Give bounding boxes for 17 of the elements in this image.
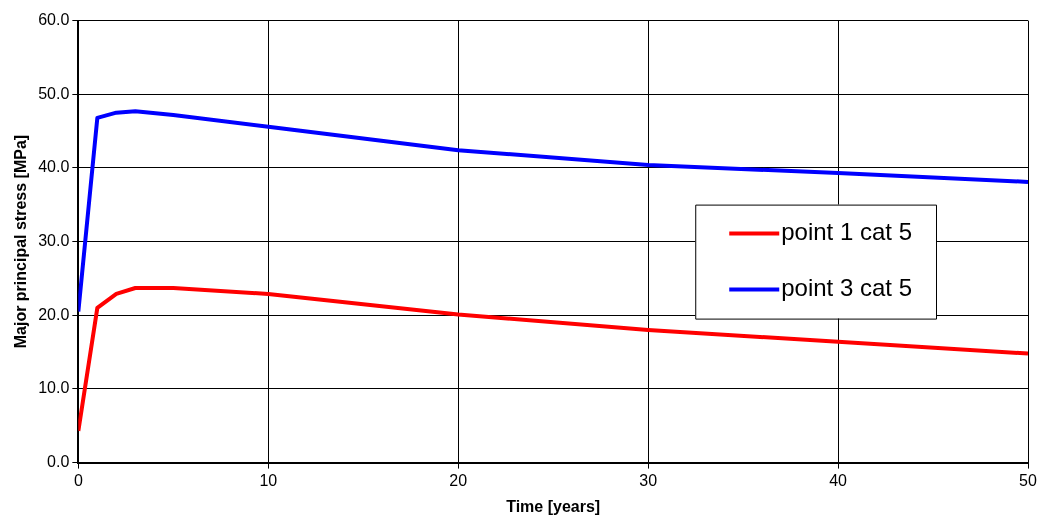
- y-tick-label: 20.0: [38, 305, 70, 323]
- legend-label: point 1 cat 5: [781, 218, 913, 246]
- x-tick-label: 0: [73, 471, 83, 489]
- y-tick-label: 0.0: [47, 453, 70, 471]
- x-tick-label: 30: [639, 471, 658, 489]
- x-tick-label: 40: [829, 471, 848, 489]
- x-tick-label: 10: [259, 471, 278, 489]
- y-axis-title: Major principal stress [MPa]: [12, 134, 30, 349]
- legend-label: point 3 cat 5: [781, 274, 913, 302]
- x-tick-label: 20: [449, 471, 468, 489]
- x-axis-title: Time [years]: [506, 497, 601, 515]
- y-tick-label: 30.0: [38, 232, 70, 250]
- y-tick-label: 60.0: [38, 11, 70, 29]
- y-tick-label: 50.0: [38, 84, 70, 102]
- x-tick-label: 50: [1019, 471, 1037, 489]
- y-tick-label: 40.0: [38, 158, 70, 176]
- y-tick-label: 10.0: [38, 379, 70, 397]
